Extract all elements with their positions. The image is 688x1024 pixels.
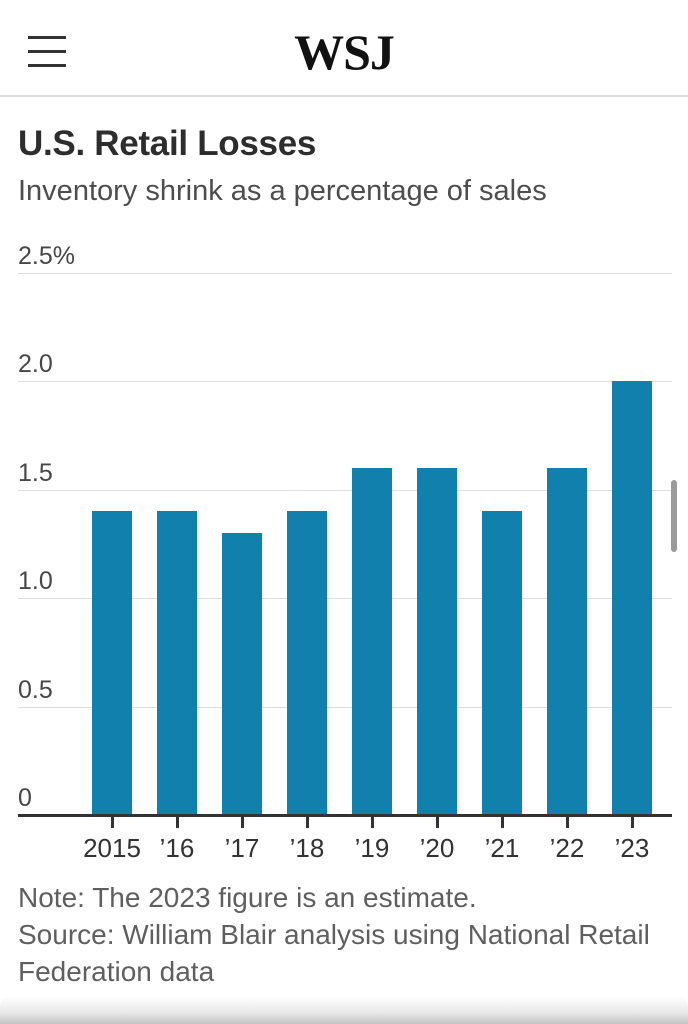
bar-16 (157, 511, 197, 815)
x-axis-tick-label: ’22 (549, 833, 585, 863)
bar-23 (612, 381, 652, 815)
gridline (18, 489, 672, 491)
bar-20 (417, 468, 457, 815)
x-axis-tick (111, 817, 114, 828)
x-axis-tick (436, 817, 439, 828)
x-axis-tick (176, 817, 179, 828)
bar-17 (222, 533, 262, 815)
bar-22 (547, 468, 587, 815)
gridline (18, 272, 672, 274)
bottom-shadow (0, 996, 688, 1024)
x-axis-tick-label: ’18 (289, 833, 325, 863)
y-axis-tick-label: 2.0 (18, 350, 53, 378)
bar-19 (352, 468, 392, 815)
x-axis-tick-label: ’19 (354, 833, 390, 863)
menu-button[interactable] (22, 28, 74, 74)
chart-footnotes: Note: The 2023 figure is an estimate. So… (18, 879, 674, 990)
x-axis-tick (631, 817, 634, 828)
x-axis-tick (501, 817, 504, 828)
wsj-logo[interactable]: WSJ (294, 24, 395, 80)
gridline (18, 706, 672, 708)
bar-chart: 0 0.5 1.0 1.5 2.0 2.5% 2015 ’16 ’17 ’18 ’19 ’20 ’21 ’… (0, 230, 688, 880)
gridline (18, 598, 672, 599)
x-axis-line (18, 814, 672, 817)
chart-note: Note: The 2023 figure is an estimate. (18, 882, 477, 913)
scrollbar-thumb[interactable] (671, 480, 677, 552)
x-axis-tick-label: ’20 (419, 833, 455, 863)
app-header: WSJ (0, 0, 688, 97)
x-axis-tick-label: 2015 (83, 833, 141, 863)
bar-21 (482, 511, 522, 815)
y-axis-tick-label: 1.5 (18, 458, 53, 487)
x-axis-tick (241, 817, 244, 828)
chart-title: U.S. Retail Losses (18, 124, 317, 163)
chart-source: Source: William Blair analysis using Nat… (18, 919, 650, 987)
gridline (18, 381, 672, 382)
chart-subtitle: Inventory shrink as a percentage of sale… (18, 175, 547, 207)
x-axis-tick (566, 817, 569, 828)
x-axis-tick-label: ’17 (224, 833, 260, 863)
y-axis-tick-label: 0 (18, 784, 32, 812)
y-axis-tick-label: 2.5% (18, 241, 75, 270)
x-axis-tick-label: ’21 (484, 833, 520, 863)
x-axis-tick (306, 817, 309, 828)
x-axis-tick (371, 817, 374, 828)
bar-2015 (92, 511, 132, 815)
x-axis-tick-label: ’16 (159, 833, 195, 863)
x-axis-tick-label: ’23 (614, 833, 650, 863)
y-axis-tick-label: 1.0 (18, 567, 53, 595)
bar-18 (287, 511, 327, 815)
hamburger-icon (28, 35, 66, 67)
y-axis-tick-label: 0.5 (18, 675, 53, 704)
